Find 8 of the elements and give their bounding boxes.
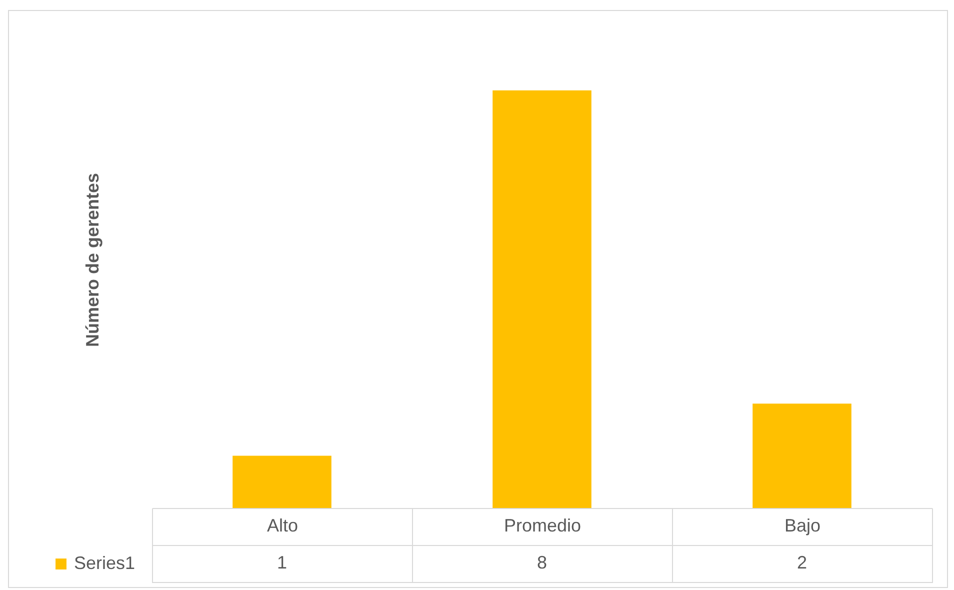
data-label: 1	[276, 552, 288, 572]
legend-label: Series1	[74, 553, 136, 573]
y-axis-title: Número de gerentes	[82, 172, 102, 348]
x-tick-label: Alto	[266, 516, 298, 536]
data-label: 2	[796, 552, 808, 572]
x-tick-label: Bajo	[784, 516, 821, 536]
data-label: 8	[536, 552, 548, 572]
x-tick-label: Promedio	[504, 516, 582, 536]
